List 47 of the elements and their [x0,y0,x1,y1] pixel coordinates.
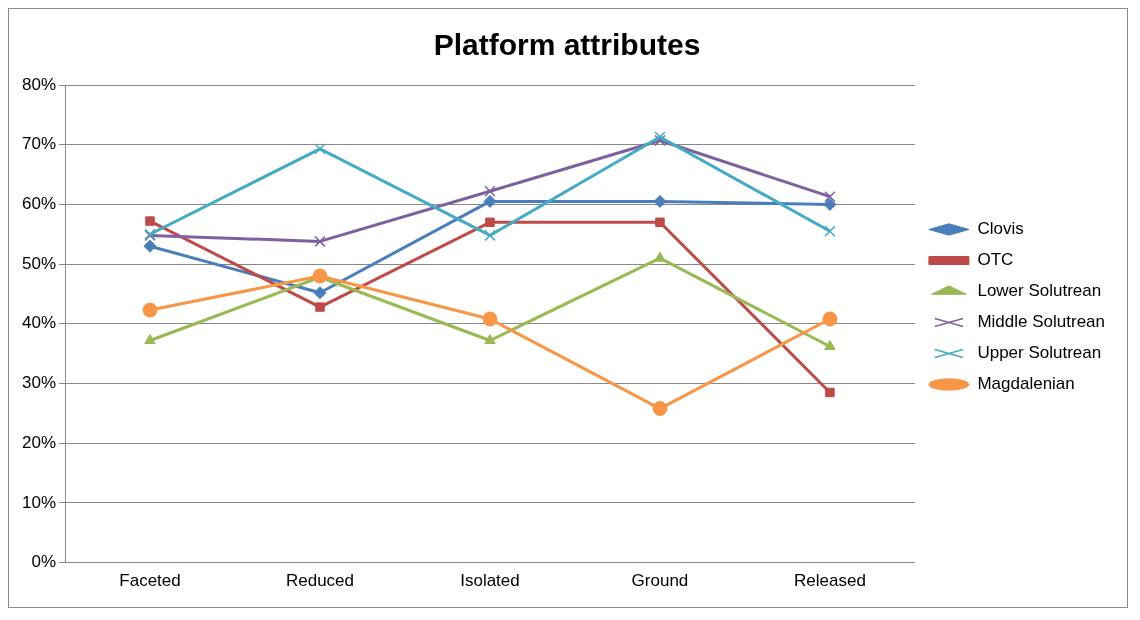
x-tick-label: Faceted [119,571,181,591]
point [484,229,496,242]
y-tick-label: 70% [21,134,57,154]
y-tick-label: 60% [21,194,57,214]
point [823,197,837,211]
x-tick-label: Released [794,571,866,591]
y-tick-label: 30% [21,373,57,393]
point [655,217,665,228]
point [142,302,158,318]
point [824,190,836,203]
chart-title: Platform attributes [433,28,701,62]
legend-label: Upper Solutrean [977,343,1102,363]
legend-label: Magdalenian [977,374,1075,394]
legend-label: Clovis [977,219,1024,239]
y-tick-label: 20% [21,432,57,452]
point [485,217,495,228]
point [144,334,156,345]
point [822,311,838,327]
y-tick-label: 10% [21,492,57,512]
x-tick-label: Isolated [460,571,520,591]
legend-label: Middle Solutrean [977,312,1105,332]
point [825,387,835,398]
x-tick-label: Reduced [285,571,355,591]
point [652,401,668,417]
y-tick-label: 50% [21,253,57,273]
point [484,185,496,197]
point [313,286,327,300]
point [314,235,326,248]
x-tick-label: Ground [631,571,689,591]
point [654,131,666,143]
point [314,143,326,155]
y-tick-label: 80% [21,74,57,94]
legend-label: Lower Solutrean [977,281,1102,301]
point [824,225,836,237]
point [145,216,155,226]
point [654,251,666,262]
point [315,302,325,312]
legend-label: OTC [977,250,1014,270]
point [653,194,667,208]
point [483,194,497,208]
y-tick-label: 0% [31,552,57,572]
point [824,339,836,350]
point [654,134,666,147]
y-tick-label: 40% [21,313,57,333]
point [484,334,496,345]
point [482,311,498,327]
point [143,239,157,253]
